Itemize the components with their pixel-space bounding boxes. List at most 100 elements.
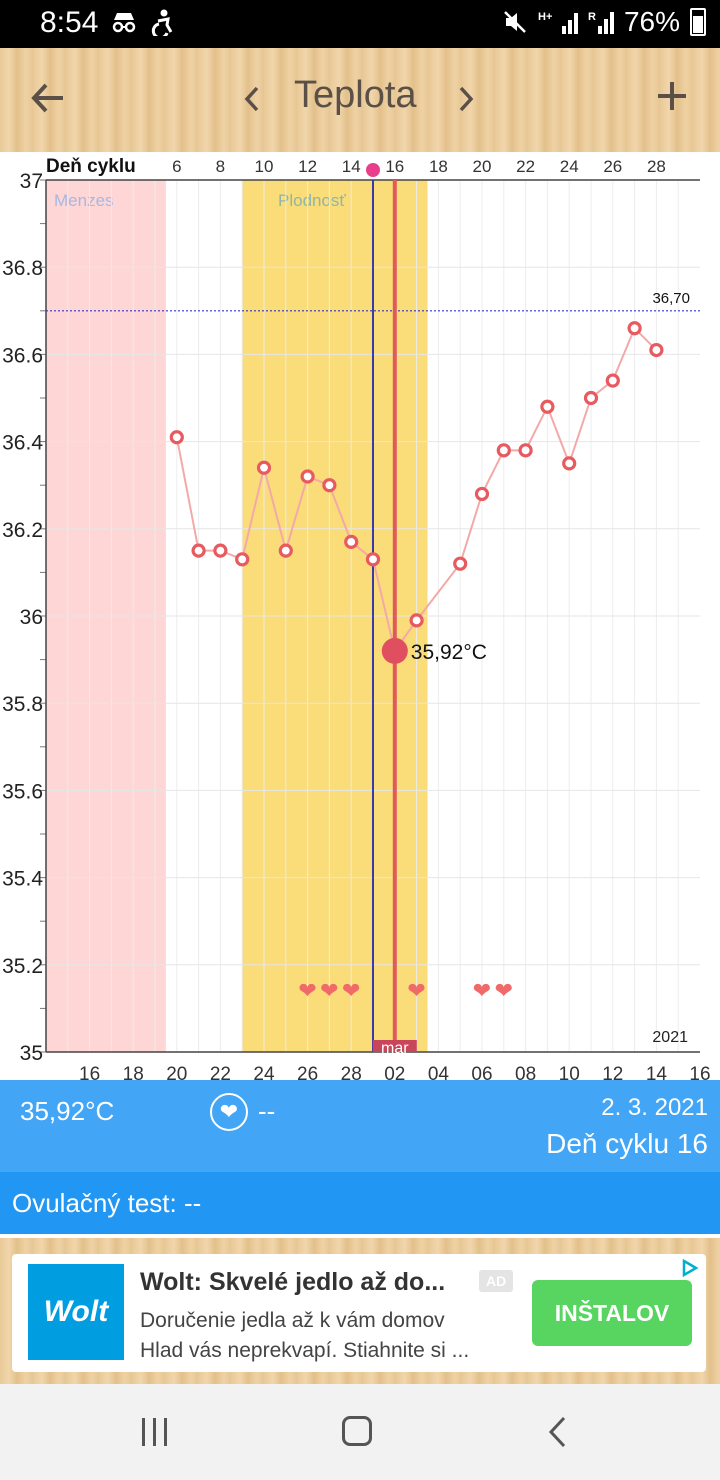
temperature-point: [278, 543, 293, 558]
date-tick: 22: [210, 1064, 231, 1080]
cycle-day-tick: 22: [516, 157, 535, 176]
date-tick: 28: [341, 1064, 362, 1080]
cycle-day-tick: 18: [429, 157, 448, 176]
heart-marker: ❤: [342, 979, 360, 1004]
date-tick: 16: [689, 1064, 710, 1080]
ad-title[interactable]: Wolt: Skvelé jedlo až do...: [140, 1268, 446, 1296]
temperature-point: [453, 556, 468, 571]
temperature-point: [583, 390, 599, 406]
year-label: 2021: [652, 1029, 688, 1046]
chevron-left-icon[interactable]: [242, 84, 262, 114]
info-panel: 35,92°C ❤ -- 2. 3. 2021 Deň cyklu 16: [0, 1080, 720, 1172]
temperature-chart-svg[interactable]: Menzes Plodnosť 37 36.8 36.6 36.4 36.2 36 35.8 35…: [0, 152, 720, 1080]
heart-value: --: [258, 1096, 276, 1126]
chevron-right-icon[interactable]: [456, 84, 476, 114]
date-tick: 02: [384, 1064, 405, 1080]
date-tick: 04: [428, 1064, 450, 1080]
date-tick: 14: [646, 1064, 668, 1080]
y-tick-label: 36.4: [2, 432, 43, 455]
temperature-point: [409, 613, 424, 628]
cycle-day-tick: 12: [298, 157, 317, 176]
date-tick: 10: [559, 1064, 580, 1080]
heart-marker: ❤: [407, 979, 425, 1004]
date-tick: 08: [515, 1064, 536, 1080]
heart-marker: ❤: [473, 979, 491, 1004]
cycle-day: Deň cyklu 16: [546, 1128, 708, 1159]
incognito-icon: [112, 13, 136, 33]
cycle-day-tick: 24: [560, 157, 579, 176]
ad-card[interactable]: Wolt Wolt: Skvelé jedlo až do... AD Doru…: [12, 1254, 706, 1372]
ad-description-line-2: Hlad vás neprekvapí. Stiahnite si ...: [140, 1339, 470, 1362]
temperature-point: [344, 534, 359, 549]
cycle-day-tick: 16: [385, 157, 404, 176]
temperature-point: [562, 456, 577, 471]
date-tick: 06: [471, 1064, 492, 1080]
month-label: mar: [381, 1040, 409, 1057]
ovulation-test-row[interactable]: Ovulačný test: --: [0, 1172, 720, 1234]
y-tick-label: 35.6: [2, 780, 43, 803]
recents-icon[interactable]: [142, 1418, 168, 1446]
hplus-signal-icon: H+: [538, 11, 578, 34]
selected-point-label: 35,92°C: [411, 641, 487, 664]
temperature-point: [365, 552, 381, 567]
install-button[interactable]: INŠTALOV: [532, 1280, 692, 1346]
svg-text:H+: H+: [538, 11, 552, 23]
temperature-point: [518, 443, 533, 458]
date-tick: 18: [123, 1064, 144, 1080]
band-label-0: Menzes: [54, 191, 114, 210]
ad-badge: AD: [479, 1270, 514, 1292]
y-tick-label: 35.8: [2, 693, 43, 716]
month-label-bg: [372, 1040, 417, 1052]
status-icons-right: H+ R 76%: [502, 6, 706, 38]
temperature-point: [496, 443, 511, 458]
ovulation-marker: [366, 163, 380, 177]
heart-marker: ❤: [298, 979, 316, 1004]
cycle-day-tick: 14: [342, 157, 361, 176]
heart-icon[interactable]: ❤: [210, 1093, 248, 1131]
coverline-label: 36,70: [652, 290, 690, 307]
y-tick-label: 35: [20, 1042, 43, 1065]
date-tick: 20: [166, 1064, 187, 1080]
back-icon[interactable]: [546, 1414, 570, 1450]
temperature-point: [540, 399, 555, 414]
temperature-point: [256, 460, 272, 475]
ad-description: Doručenie jedla až k vám domov Hlad vás …: [140, 1306, 510, 1366]
roaming-signal-icon: R: [588, 11, 614, 34]
system-nav-bar: [0, 1384, 720, 1480]
temperature-point: [300, 469, 315, 484]
date-tick: 24: [253, 1064, 275, 1080]
arrow-left-icon[interactable]: [30, 80, 66, 116]
ad-logo[interactable]: Wolt: [28, 1264, 124, 1360]
ovulation-test-label: Ovulačný test: --: [12, 1188, 202, 1218]
y-tick-label: 35.4: [2, 868, 43, 891]
battery-icon: [690, 8, 706, 36]
temperature-point: [213, 543, 228, 558]
y-tick-label: 36: [20, 606, 43, 629]
temperature-point: [191, 543, 206, 558]
plus-icon[interactable]: [656, 80, 688, 112]
temperature-point: [474, 486, 490, 502]
temperature-point: [322, 478, 337, 493]
status-bar: 8:54 H+ R 76%: [0, 0, 720, 48]
y-tick-label: 35.2: [2, 955, 43, 978]
selected-date: 2. 3. 2021: [601, 1094, 708, 1121]
ad-banner: Wolt Wolt: Skvelé jedlo až do... AD Doru…: [0, 1238, 720, 1384]
temperature-line: [175, 326, 658, 654]
adchoices-icon[interactable]: [680, 1258, 700, 1278]
selected-point[interactable]: [381, 637, 408, 664]
temperature-chart[interactable]: Menzes Plodnosť 37 36.8 36.6 36.4 36.2 36 35.8 35…: [0, 152, 720, 1080]
temperature-point: [649, 342, 664, 358]
temperature-point: [605, 373, 620, 388]
home-icon[interactable]: [342, 1416, 372, 1446]
svg-text:R: R: [588, 11, 596, 23]
y-tick-label: 37: [20, 170, 43, 193]
ad-description-line-1: Doručenie jedla až k vám domov: [140, 1309, 445, 1332]
y-tick-label: 36.2: [2, 519, 43, 542]
band-label-1: Plodnosť: [278, 191, 346, 210]
heart-marker: ❤: [320, 979, 338, 1004]
y-tick-label: 36.8: [2, 257, 43, 280]
temperature-point: [169, 430, 184, 445]
cycle-day-tick: 28: [647, 157, 666, 176]
temperature-point: [235, 552, 250, 567]
selected-temperature: 35,92°C: [20, 1096, 115, 1126]
